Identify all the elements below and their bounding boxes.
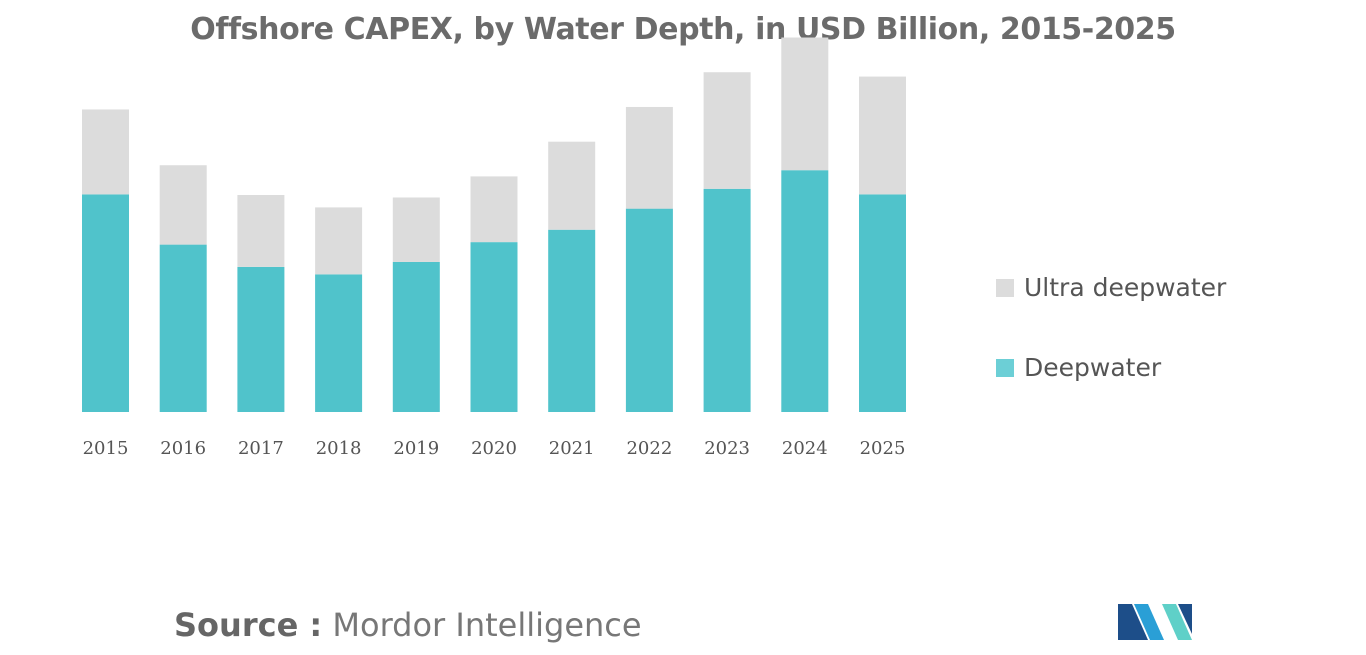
x-tick-2021: 2021	[549, 438, 595, 459]
bar-ultra-deepwater-2017	[237, 195, 285, 267]
x-tick-labels: 2015 2016 2017 2018 2019 2020 2021 2022 2023 2024…	[83, 438, 906, 459]
x-tick-2024: 2024	[782, 438, 828, 459]
legend-swatch-ultra-deepwater	[996, 278, 1014, 297]
x-tick-2018: 2018	[316, 438, 362, 459]
bar-ultra-deepwater-2022	[625, 106, 673, 209]
bar-ultra-deepwater-2015	[82, 109, 129, 195]
bar-ultra-deepwater-2016	[159, 165, 207, 245]
legend-item-ultra-deepwater: Ultra deepwater	[996, 273, 1226, 302]
chart-title: Offshore CAPEX, by Water Depth, in USD B…	[190, 12, 1176, 47]
bar-ultra-deepwater-2025	[859, 76, 906, 195]
logo-right-shape	[1162, 604, 1192, 640]
bar-ultra-deepwater-2024	[781, 37, 829, 171]
legend-label-deepwater: Deepwater	[1024, 353, 1162, 382]
bar-deepwater-2022	[625, 208, 673, 412]
logo-right-bar	[1178, 604, 1192, 634]
bars-group	[82, 37, 906, 412]
bar-deepwater-2020	[470, 242, 518, 412]
bar-deepwater-2018	[315, 274, 363, 412]
bar-deepwater-2021	[548, 229, 596, 412]
x-tick-2016: 2016	[160, 438, 206, 459]
bar-ultra-deepwater-2021	[548, 141, 596, 230]
x-tick-2020: 2020	[471, 438, 517, 459]
legend-item-deepwater: Deepwater	[996, 353, 1161, 382]
x-tick-2019: 2019	[393, 438, 439, 459]
x-tick-2015: 2015	[83, 438, 129, 459]
logo-left-shape	[1118, 604, 1148, 640]
bar-ultra-deepwater-2020	[470, 176, 518, 243]
bar-deepwater-2024	[781, 170, 829, 412]
bar-deepwater-2023	[703, 188, 751, 412]
logo-middle-shape	[1134, 604, 1164, 640]
x-tick-2022: 2022	[626, 438, 672, 459]
bar-ultra-deepwater-2018	[315, 207, 363, 275]
bar-deepwater-2017	[237, 266, 285, 412]
legend-label-ultra-deepwater: Ultra deepwater	[1024, 273, 1227, 302]
bar-ultra-deepwater-2023	[703, 72, 751, 189]
legend-swatch-deepwater	[996, 358, 1014, 377]
source-prefix: Source :	[174, 606, 323, 644]
bar-deepwater-2016	[159, 244, 207, 412]
mordor-intelligence-logo-icon	[1118, 604, 1192, 640]
bar-ultra-deepwater-2019	[392, 197, 440, 262]
source-text: Mordor Intelligence	[332, 606, 642, 644]
bar-deepwater-2015	[82, 194, 129, 412]
source-note: Source : Mordor Intelligence	[174, 606, 642, 644]
x-tick-2025: 2025	[860, 438, 906, 459]
bar-deepwater-2019	[392, 261, 440, 412]
x-tick-2017: 2017	[238, 438, 284, 459]
x-tick-2023: 2023	[704, 438, 750, 459]
bar-deepwater-2025	[859, 194, 906, 412]
bar-chart: 2015 2016 2017 2018 2019 2020 2021 2022 2023 2024…	[82, 37, 906, 459]
